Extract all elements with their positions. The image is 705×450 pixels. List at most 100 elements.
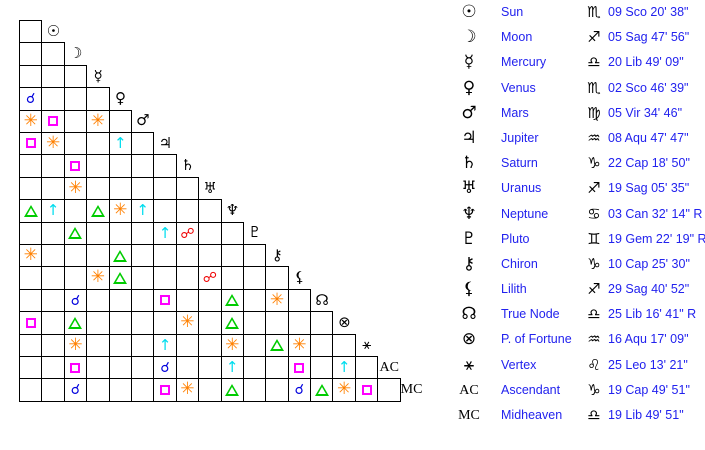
- aspect-cell-true-node-pluto[interactable]: [220, 288, 244, 313]
- aspect-cell-venus-moon[interactable]: [41, 87, 65, 111]
- aspect-cell-vertex-jupiter[interactable]: [130, 333, 155, 358]
- aspect-cell-chiron-saturn[interactable]: [153, 244, 177, 268]
- aspect-cell-uranus-venus[interactable]: [86, 176, 110, 201]
- aspect-cell-vertex-uranus[interactable]: [175, 333, 200, 358]
- aspect-cell-neptune-neptune[interactable]: [198, 199, 222, 223]
- aspect-cell-p-of-fortune-moon[interactable]: [41, 311, 65, 335]
- aspect-cell-p-of-fortune-mars[interactable]: [108, 311, 132, 335]
- aspect-cell-vertex-pluto[interactable]: ✳: [220, 333, 244, 358]
- aspect-cell-mercury-sun[interactable]: [18, 64, 43, 89]
- aspect-cell-midheaven-chiron[interactable]: [242, 378, 267, 402]
- aspect-cell-midheaven-ascendant[interactable]: [354, 378, 379, 402]
- aspect-cell-uranus-mercury[interactable]: ✳: [63, 176, 88, 201]
- aspect-cell-vertex-lilith[interactable]: [265, 333, 289, 358]
- aspect-cell-neptune-uranus[interactable]: [175, 199, 200, 223]
- aspect-cell-lilith-lilith[interactable]: [265, 266, 289, 290]
- aspect-cell-jupiter-venus[interactable]: [86, 131, 110, 156]
- aspect-cell-pluto-sun[interactable]: [18, 221, 43, 246]
- aspect-cell-saturn-venus[interactable]: [86, 154, 110, 178]
- aspect-cell-venus-sun[interactable]: ☌: [18, 87, 43, 111]
- aspect-cell-chiron-venus[interactable]: [86, 244, 110, 268]
- aspect-cell-venus-venus[interactable]: [86, 87, 110, 111]
- aspect-cell-vertex-mars[interactable]: [108, 333, 132, 358]
- aspect-cell-midheaven-venus[interactable]: [86, 378, 110, 402]
- aspect-cell-midheaven-pluto[interactable]: [220, 378, 244, 402]
- aspect-cell-lilith-mars[interactable]: [108, 266, 132, 290]
- aspect-cell-neptune-sun[interactable]: [18, 199, 43, 223]
- aspect-cell-vertex-sun[interactable]: [18, 333, 43, 358]
- aspect-cell-lilith-saturn[interactable]: [153, 266, 177, 290]
- aspect-cell-pluto-uranus[interactable]: ☍: [175, 221, 200, 246]
- aspect-cell-chiron-neptune[interactable]: [198, 244, 222, 268]
- aspect-cell-mercury-mercury[interactable]: [63, 64, 88, 89]
- aspect-cell-vertex-chiron[interactable]: [242, 333, 267, 358]
- aspect-cell-jupiter-mercury[interactable]: [63, 131, 88, 156]
- aspect-cell-p-of-fortune-jupiter[interactable]: [130, 311, 155, 335]
- aspect-cell-true-node-moon[interactable]: [41, 288, 65, 313]
- aspect-cell-pluto-mars[interactable]: [108, 221, 132, 246]
- aspect-cell-saturn-sun[interactable]: [18, 154, 43, 178]
- aspect-cell-midheaven-mercury[interactable]: ☌: [63, 378, 88, 402]
- aspect-cell-p-of-fortune-saturn[interactable]: [153, 311, 177, 335]
- aspect-cell-midheaven-midheaven[interactable]: [377, 378, 401, 402]
- aspect-cell-true-node-mercury[interactable]: ☌: [63, 288, 88, 313]
- aspect-cell-lilith-chiron[interactable]: [242, 266, 267, 290]
- aspect-cell-neptune-mercury[interactable]: [63, 199, 88, 223]
- aspect-cell-midheaven-p-of-fortune[interactable]: [310, 378, 334, 402]
- aspect-cell-saturn-moon[interactable]: [41, 154, 65, 178]
- aspect-cell-ascendant-saturn[interactable]: ☌: [153, 356, 177, 380]
- aspect-cell-vertex-mercury[interactable]: ✳: [63, 333, 88, 358]
- aspect-cell-vertex-moon[interactable]: [41, 333, 65, 358]
- aspect-cell-neptune-saturn[interactable]: [153, 199, 177, 223]
- aspect-cell-uranus-moon[interactable]: [41, 176, 65, 201]
- aspect-cell-p-of-fortune-sun[interactable]: [18, 311, 43, 335]
- aspect-cell-jupiter-moon[interactable]: ✳: [41, 131, 65, 156]
- aspect-cell-p-of-fortune-lilith[interactable]: [265, 311, 289, 335]
- aspect-cell-true-node-chiron[interactable]: [242, 288, 267, 313]
- aspect-cell-lilith-venus[interactable]: ✳: [86, 266, 110, 290]
- aspect-cell-chiron-moon[interactable]: [41, 244, 65, 268]
- aspect-cell-pluto-neptune[interactable]: [198, 221, 222, 246]
- aspect-cell-mars-venus[interactable]: ✳: [86, 109, 110, 133]
- aspect-cell-ascendant-uranus[interactable]: [175, 356, 200, 380]
- aspect-cell-lilith-pluto[interactable]: [220, 266, 244, 290]
- aspect-cell-p-of-fortune-mercury[interactable]: [63, 311, 88, 335]
- aspect-cell-true-node-mars[interactable]: [108, 288, 132, 313]
- aspect-cell-lilith-moon[interactable]: [41, 266, 65, 290]
- aspect-cell-ascendant-vertex[interactable]: ↑: [332, 356, 356, 380]
- aspect-cell-pluto-jupiter[interactable]: [130, 221, 155, 246]
- aspect-cell-p-of-fortune-true-node[interactable]: [287, 311, 312, 335]
- aspect-cell-lilith-uranus[interactable]: [175, 266, 200, 290]
- aspect-cell-moon-moon[interactable]: [41, 42, 65, 66]
- aspect-cell-chiron-chiron[interactable]: [242, 244, 267, 268]
- aspect-cell-saturn-mars[interactable]: [108, 154, 132, 178]
- aspect-cell-p-of-fortune-pluto[interactable]: [220, 311, 244, 335]
- aspect-cell-mars-moon[interactable]: [41, 109, 65, 133]
- aspect-cell-true-node-uranus[interactable]: [175, 288, 200, 313]
- aspect-cell-true-node-jupiter[interactable]: [130, 288, 155, 313]
- aspect-cell-mars-mars[interactable]: [108, 109, 132, 133]
- aspect-cell-true-node-saturn[interactable]: [153, 288, 177, 313]
- aspect-cell-true-node-lilith[interactable]: ✳: [265, 288, 289, 313]
- aspect-cell-midheaven-mars[interactable]: [108, 378, 132, 402]
- aspect-cell-midheaven-jupiter[interactable]: [130, 378, 155, 402]
- aspect-cell-sun-sun[interactable]: [18, 19, 43, 44]
- aspect-cell-midheaven-neptune[interactable]: [198, 378, 222, 402]
- aspect-cell-chiron-mars[interactable]: [108, 244, 132, 268]
- aspect-cell-true-node-true-node[interactable]: [287, 288, 312, 313]
- aspect-cell-lilith-mercury[interactable]: [63, 266, 88, 290]
- aspect-cell-uranus-uranus[interactable]: [175, 176, 200, 201]
- aspect-cell-ascendant-moon[interactable]: [41, 356, 65, 380]
- aspect-cell-mercury-moon[interactable]: [41, 64, 65, 89]
- aspect-cell-vertex-true-node[interactable]: ✳: [287, 333, 312, 358]
- aspect-cell-midheaven-lilith[interactable]: [265, 378, 289, 402]
- aspect-cell-midheaven-true-node[interactable]: ☌: [287, 378, 312, 402]
- aspect-cell-uranus-mars[interactable]: [108, 176, 132, 201]
- aspect-cell-mars-mercury[interactable]: [63, 109, 88, 133]
- aspect-cell-moon-sun[interactable]: [18, 42, 43, 66]
- aspect-cell-neptune-mars[interactable]: ✳: [108, 199, 132, 223]
- aspect-cell-uranus-jupiter[interactable]: [130, 176, 155, 201]
- aspect-cell-saturn-saturn[interactable]: [153, 154, 177, 178]
- aspect-cell-chiron-jupiter[interactable]: [130, 244, 155, 268]
- aspect-cell-pluto-moon[interactable]: [41, 221, 65, 246]
